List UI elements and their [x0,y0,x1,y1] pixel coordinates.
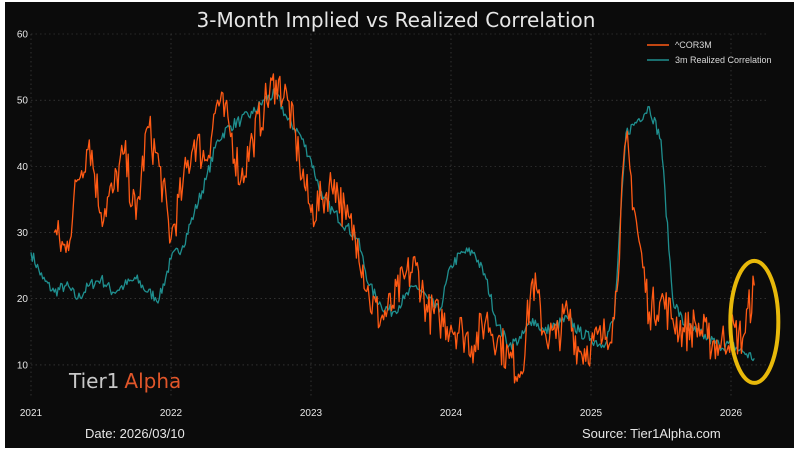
highlight-ellipse [728,258,781,385]
y-tick-label-1: 20 [17,294,29,305]
grid [30,33,766,398]
brand-name-part2: Alpha [124,369,181,393]
annotations [728,258,781,385]
legend: ^COR3M 3m Realized Correlation [647,40,772,65]
series-line-0 [53,73,755,384]
y-tick-label-0: 10 [17,360,29,371]
brand-logo: Tier1 Alpha [68,369,181,393]
x-tick-label-0: 2021 [20,408,43,419]
series-lines [30,73,755,384]
y-tick-label-3: 40 [17,162,29,173]
y-tick-label-5: 60 [17,30,29,41]
legend-label-realized: 3m Realized Correlation [675,55,772,65]
chart-title: 3-Month Implied vs Realized Correlation [197,8,596,32]
y-tick-label-2: 30 [17,228,29,239]
footer-source: Source: Tier1Alpha.com [582,426,721,441]
x-tick-label-3: 2024 [440,408,463,419]
brand-name-part1: Tier1 [68,369,119,393]
footer-date: Date: 2026/03/10 [85,426,185,441]
series-line-1 [30,87,755,362]
chart-panel [5,2,794,448]
x-tick-label-1: 2022 [160,408,183,419]
legend-label-cor3m: ^COR3M [675,40,712,50]
x-tick-label-2: 2023 [300,408,323,419]
x-tick-label-5: 2026 [720,408,743,419]
x-tick-label-4: 2025 [580,408,603,419]
axis-labels: 10 20 30 40 50 60 2021 2022 2023 2024 2025 2026 [17,30,743,420]
y-tick-label-4: 50 [17,96,29,107]
